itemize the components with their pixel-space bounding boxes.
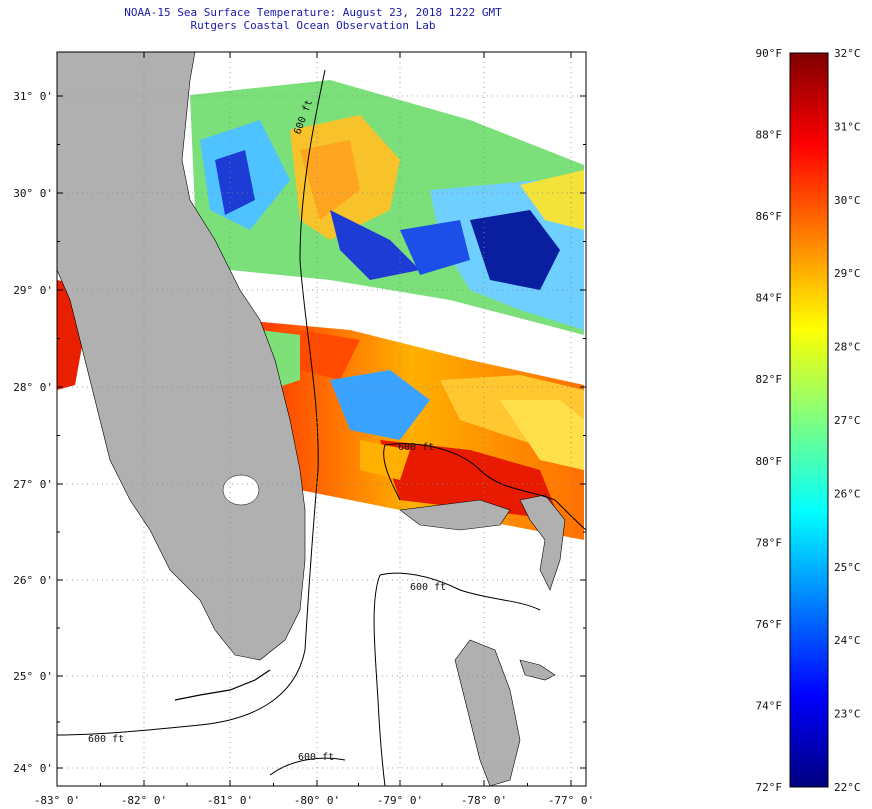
grand-bahama — [399, 499, 511, 531]
fahrenheit-label: 86°F — [756, 210, 783, 223]
latitude-labels: 31° 0' 30° 0' 29° 0' 28° 0' 27° 0' 26° 0' 25° … — [13, 90, 53, 775]
lat-label: 27° 0' — [13, 478, 53, 491]
celsius-label: 24°C — [834, 634, 861, 647]
lon-label: -83° 0' — [34, 794, 80, 807]
contour-label: 600 ft — [398, 442, 434, 453]
fahrenheit-label: 78°F — [756, 536, 783, 549]
map-frame — [56, 51, 587, 787]
celsius-labels: 32°C 31°C 30°C 29°C 28°C 27°C 26°C 25°C 24°C 23°C… — [834, 47, 861, 794]
lon-label: -78° 0' — [461, 794, 507, 807]
lat-label: 24° 0' — [13, 762, 53, 775]
lat-label: 28° 0' — [13, 381, 53, 394]
celsius-label: 31°C — [834, 120, 861, 133]
graticule — [56, 52, 586, 786]
map-title: NOAA-15 Sea Surface Temperature: August … — [124, 6, 502, 19]
celsius-label: 26°C — [834, 487, 861, 500]
sst-swath-north — [190, 80, 584, 335]
fahrenheit-label: 72°F — [756, 781, 783, 794]
fahrenheit-label: 84°F — [756, 292, 783, 305]
lon-label: -81° 0' — [207, 794, 253, 807]
fahrenheit-label: 76°F — [756, 618, 783, 631]
fahrenheit-label: 90°F — [756, 47, 783, 60]
lake-okeechobee — [222, 474, 260, 506]
lat-label: 26° 0' — [13, 574, 53, 587]
celsius-label: 30°C — [834, 194, 861, 207]
contour-label: 600 ft — [88, 734, 124, 745]
map-subtitle: Rutgers Coastal Ocean Observation Lab — [190, 19, 436, 32]
lon-label: -80° 0' — [294, 794, 340, 807]
contour-label: 600 ft — [298, 752, 334, 763]
lon-label: -79° 0' — [377, 794, 423, 807]
bathymetry-contours — [57, 69, 586, 786]
sst-swath-south — [240, 320, 584, 540]
lon-label: -77° 0' — [548, 794, 594, 807]
lat-label: 31° 0' — [13, 90, 53, 103]
celsius-label: 23°C — [834, 708, 861, 721]
celsius-label: 27°C — [834, 414, 861, 427]
contour-label: 600 ft — [410, 582, 446, 593]
colorbar-scale — [789, 52, 829, 788]
andros — [454, 639, 521, 786]
fahrenheit-label: 88°F — [756, 129, 783, 142]
celsius-label: 22°C — [834, 781, 861, 794]
celsius-label: 29°C — [834, 267, 861, 280]
lat-label: 29° 0' — [13, 284, 53, 297]
fahrenheit-label: 82°F — [756, 373, 783, 386]
berry-islands — [519, 659, 556, 681]
lat-label: 30° 0' — [13, 187, 53, 200]
fahrenheit-labels: 90°F 88°F 86°F 84°F 82°F 80°F 78°F 76°F 74°F 72°F — [756, 47, 783, 794]
lon-label: -82° 0' — [121, 794, 167, 807]
fahrenheit-label: 74°F — [756, 699, 783, 712]
florida-land — [57, 52, 306, 661]
celsius-label: 25°C — [834, 561, 861, 574]
lat-label: 25° 0' — [13, 670, 53, 683]
celsius-label: 32°C — [834, 47, 861, 60]
florida-keys — [174, 669, 271, 701]
celsius-label: 28°C — [834, 341, 861, 354]
abaco — [519, 494, 566, 591]
longitude-labels: -83° 0' -82° 0' -81° 0' -80° 0' -79° 0' -78° … — [34, 794, 594, 807]
fahrenheit-label: 80°F — [756, 455, 783, 468]
frame-ticks — [56, 52, 586, 786]
